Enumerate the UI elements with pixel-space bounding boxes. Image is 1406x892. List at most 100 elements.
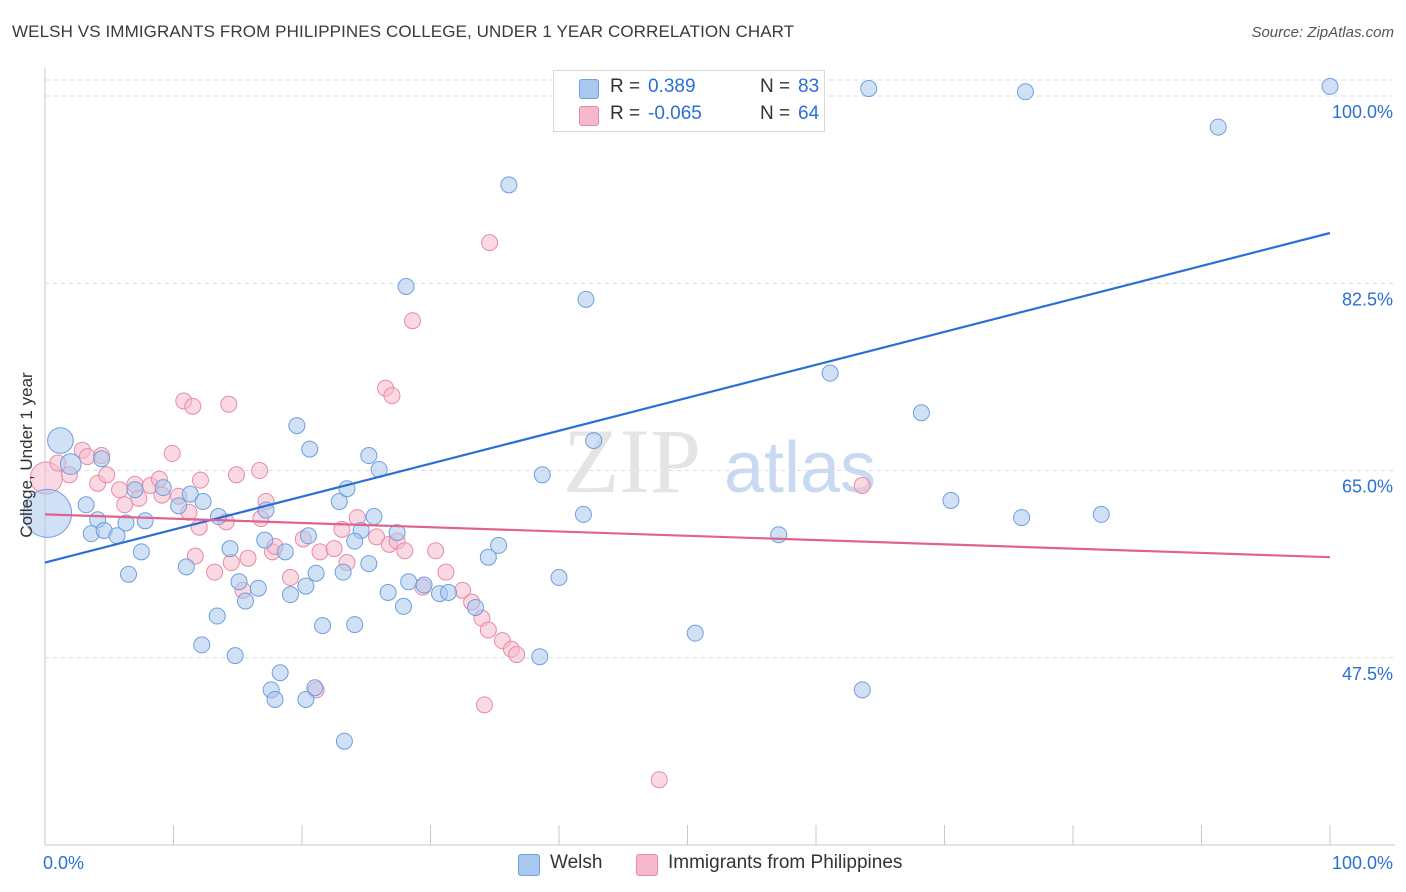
welsh-point <box>299 527 317 545</box>
welsh-point <box>120 565 138 583</box>
welsh-point <box>177 558 195 576</box>
tick-labels: 47.5% 65.0% 82.5% 100.0% 0.0% 100.0% <box>43 102 1393 873</box>
welsh-point <box>236 592 254 610</box>
watermark: ZIP atlas <box>563 410 876 512</box>
welsh-point <box>126 481 144 499</box>
welsh-point <box>288 417 306 435</box>
x-tick-label-max: 100.0% <box>1332 853 1393 873</box>
legend-swatch-welsh <box>579 79 599 99</box>
legend-swatch-philippines <box>579 106 599 126</box>
philippines-point <box>163 444 181 462</box>
legend-label-philippines: Immigrants from Philippines <box>668 852 903 873</box>
welsh-point <box>397 277 415 295</box>
philippines-point <box>404 312 422 330</box>
series-welsh-points <box>23 77 1339 750</box>
philippines-point <box>475 696 493 714</box>
welsh-point <box>230 573 248 591</box>
welsh-point <box>1016 83 1034 101</box>
philippines-point <box>481 234 499 252</box>
philippines-point <box>325 540 343 558</box>
welsh-point <box>550 569 568 587</box>
welsh-point <box>194 493 212 511</box>
philippines-point <box>437 563 455 581</box>
philippines-point <box>78 448 96 466</box>
philippines-point <box>191 471 209 489</box>
welsh-point <box>77 496 95 514</box>
philippines-point <box>251 462 269 480</box>
welsh-point <box>59 453 82 476</box>
welsh-point <box>306 679 324 697</box>
welsh-point <box>281 586 299 604</box>
welsh-point <box>360 447 378 465</box>
welsh-point <box>256 531 274 549</box>
welsh-point <box>301 440 319 458</box>
legend-n-label: N = <box>760 76 791 97</box>
philippines-point <box>239 549 257 567</box>
welsh-point <box>297 690 315 708</box>
welsh-point <box>170 497 188 515</box>
philippines-point <box>98 466 116 484</box>
philippines-point <box>184 397 202 415</box>
welsh-point <box>479 548 497 566</box>
welsh-point <box>360 555 378 573</box>
legend-r-value: 0.389 <box>648 76 696 97</box>
philippines-point <box>396 542 414 560</box>
y-tick-label: 82.5% <box>1342 289 1393 309</box>
legend-r-label: R = <box>610 103 641 124</box>
welsh-point <box>1209 118 1227 136</box>
legend-swatch-welsh <box>518 854 540 876</box>
legend-swatch-philippines <box>636 854 658 876</box>
philippines-point <box>427 542 445 560</box>
philippines-point <box>311 543 329 561</box>
welsh-point <box>221 540 239 558</box>
stats-legend: R = 0.389 N = 83 R = -0.065 N = 64 <box>553 70 825 132</box>
legend-label-welsh: Welsh <box>550 852 603 873</box>
gridlines <box>45 79 1395 659</box>
welsh-point <box>193 636 211 654</box>
welsh-point <box>466 598 484 616</box>
welsh-point <box>770 526 788 544</box>
welsh-point <box>226 647 244 665</box>
welsh-point <box>47 427 74 454</box>
welsh-trendline <box>44 231 1331 564</box>
y-tick-label: 47.5% <box>1342 664 1393 684</box>
philippines-point <box>479 621 497 639</box>
legend-n-value: 83 <box>798 76 820 97</box>
legend-r-value: -0.065 <box>648 103 702 124</box>
welsh-point <box>136 512 154 530</box>
philippines-trendline <box>44 513 1331 559</box>
welsh-point <box>388 524 406 542</box>
watermark-zip: ZIP <box>563 410 701 512</box>
philippines-point <box>368 528 386 546</box>
legend-r-label: R = <box>610 76 641 97</box>
welsh-point <box>1013 509 1031 527</box>
welsh-point <box>439 583 457 601</box>
watermark-atlas: atlas <box>724 428 876 508</box>
welsh-point <box>1092 505 1110 523</box>
welsh-point <box>574 505 592 523</box>
welsh-point <box>395 597 413 615</box>
welsh-point <box>271 664 289 682</box>
welsh-point <box>297 577 315 595</box>
welsh-point <box>154 479 172 497</box>
welsh-point <box>379 583 397 601</box>
welsh-point <box>853 681 871 699</box>
philippines-point <box>111 481 129 499</box>
welsh-point <box>585 432 603 450</box>
welsh-point <box>860 80 878 98</box>
welsh-point <box>335 732 353 750</box>
welsh-point <box>276 543 294 561</box>
welsh-point <box>346 532 364 550</box>
welsh-point <box>821 364 839 382</box>
philippines-point <box>227 466 245 484</box>
philippines-point <box>281 569 299 587</box>
welsh-point <box>249 579 267 597</box>
welsh-point <box>330 493 348 511</box>
welsh-point <box>400 573 418 591</box>
welsh-point <box>531 648 549 666</box>
welsh-point <box>533 466 551 484</box>
welsh-point <box>334 563 352 581</box>
x-tick-label-min: 0.0% <box>43 853 84 873</box>
philippines-point <box>116 496 134 514</box>
